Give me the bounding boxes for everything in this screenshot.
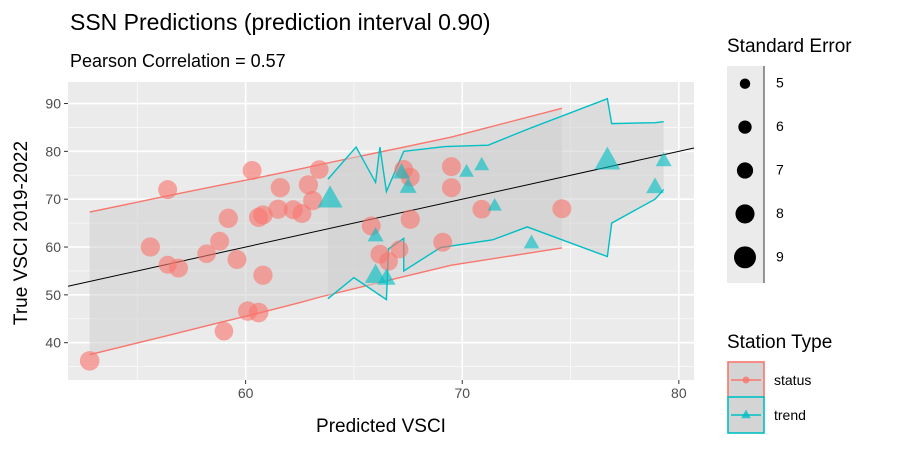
size-legend-entries: 5 6 7 8 9 [734,75,784,269]
point-status [227,249,247,269]
point-status [433,232,453,252]
axis-ticks: 60 70 80 40 50 60 70 80 90 [45,96,686,401]
size-legend-label-7: 7 [776,162,784,178]
point-trend [523,234,540,249]
point-trend [474,156,490,171]
point-trend [655,152,672,167]
color-legend-label-status: status [774,372,811,388]
point-status [298,175,319,195]
point-status [441,178,461,198]
point-status [309,160,329,179]
point-trend [399,177,417,193]
point-status [210,231,230,251]
size-legend-label-5: 5 [776,75,784,91]
point-status [441,157,461,177]
interval-upper-status [89,107,563,213]
point-status [253,265,273,285]
size-legend-label-6: 6 [776,118,784,134]
size-legend-key-6 [738,120,752,134]
size-legend-key-7 [736,162,754,179]
color-legend-title: Station Type [727,332,832,353]
size-legend-key-5 [739,78,751,89]
color-legend-glyph-status [742,376,750,384]
x-tick-label: 80 [671,385,687,401]
y-tick-label: 60 [45,239,61,255]
point-trend [377,268,396,285]
point-status [253,205,273,225]
y-tick-label: 50 [45,287,61,303]
size-legend-key-8 [735,204,755,224]
chart-title: SSN Predictions (prediction interval 0.9… [70,9,491,35]
size-legend-title: Standard Error [727,36,852,57]
y-tick-label: 90 [45,96,61,112]
size-legend-label-8: 8 [776,205,784,221]
y-tick-label: 80 [45,143,61,159]
point-trend [487,197,502,211]
data-points [79,146,672,371]
point-status [140,237,160,257]
point-status [390,240,409,259]
point-status [214,321,234,341]
point-trend [393,163,411,179]
point-trend [459,163,474,177]
point-status [379,252,398,271]
y-tick-label: 70 [45,191,61,207]
point-status [472,199,492,219]
x-axis-title: Predicted VSCI [316,416,446,437]
point-status [197,244,216,264]
size-legend-key-9 [734,246,756,269]
x-tick-label: 60 [238,385,254,401]
point-status [79,351,100,371]
point-status [248,302,269,323]
point-trend [646,177,664,194]
y-axis-title: True VSCI 2019-2022 [11,141,32,325]
point-status [552,199,572,219]
point-status [270,178,290,198]
point-status [158,180,178,200]
x-tick-label: 70 [454,385,470,401]
y-tick-label: 40 [45,335,61,351]
point-status [268,199,288,219]
point-trend [367,227,384,242]
interval-lower-status [89,247,562,356]
interval-ribbon-trend [327,98,664,300]
point-status [218,208,238,228]
point-status [303,190,323,211]
point-status [400,209,420,229]
color-legend-entries: status trend [727,361,811,434]
point-status [168,258,188,278]
point-status [292,204,312,224]
point-status [242,161,262,180]
interval-upper-trend [327,97,664,195]
point-trend [594,146,621,170]
color-legend-label-trend: trend [774,407,806,423]
size-legend-label-9: 9 [776,248,784,264]
point-trend [317,185,343,208]
color-legend-glyph-trend [741,409,751,419]
chart-subtitle: Pearson Correlation = 0.57 [70,51,286,71]
